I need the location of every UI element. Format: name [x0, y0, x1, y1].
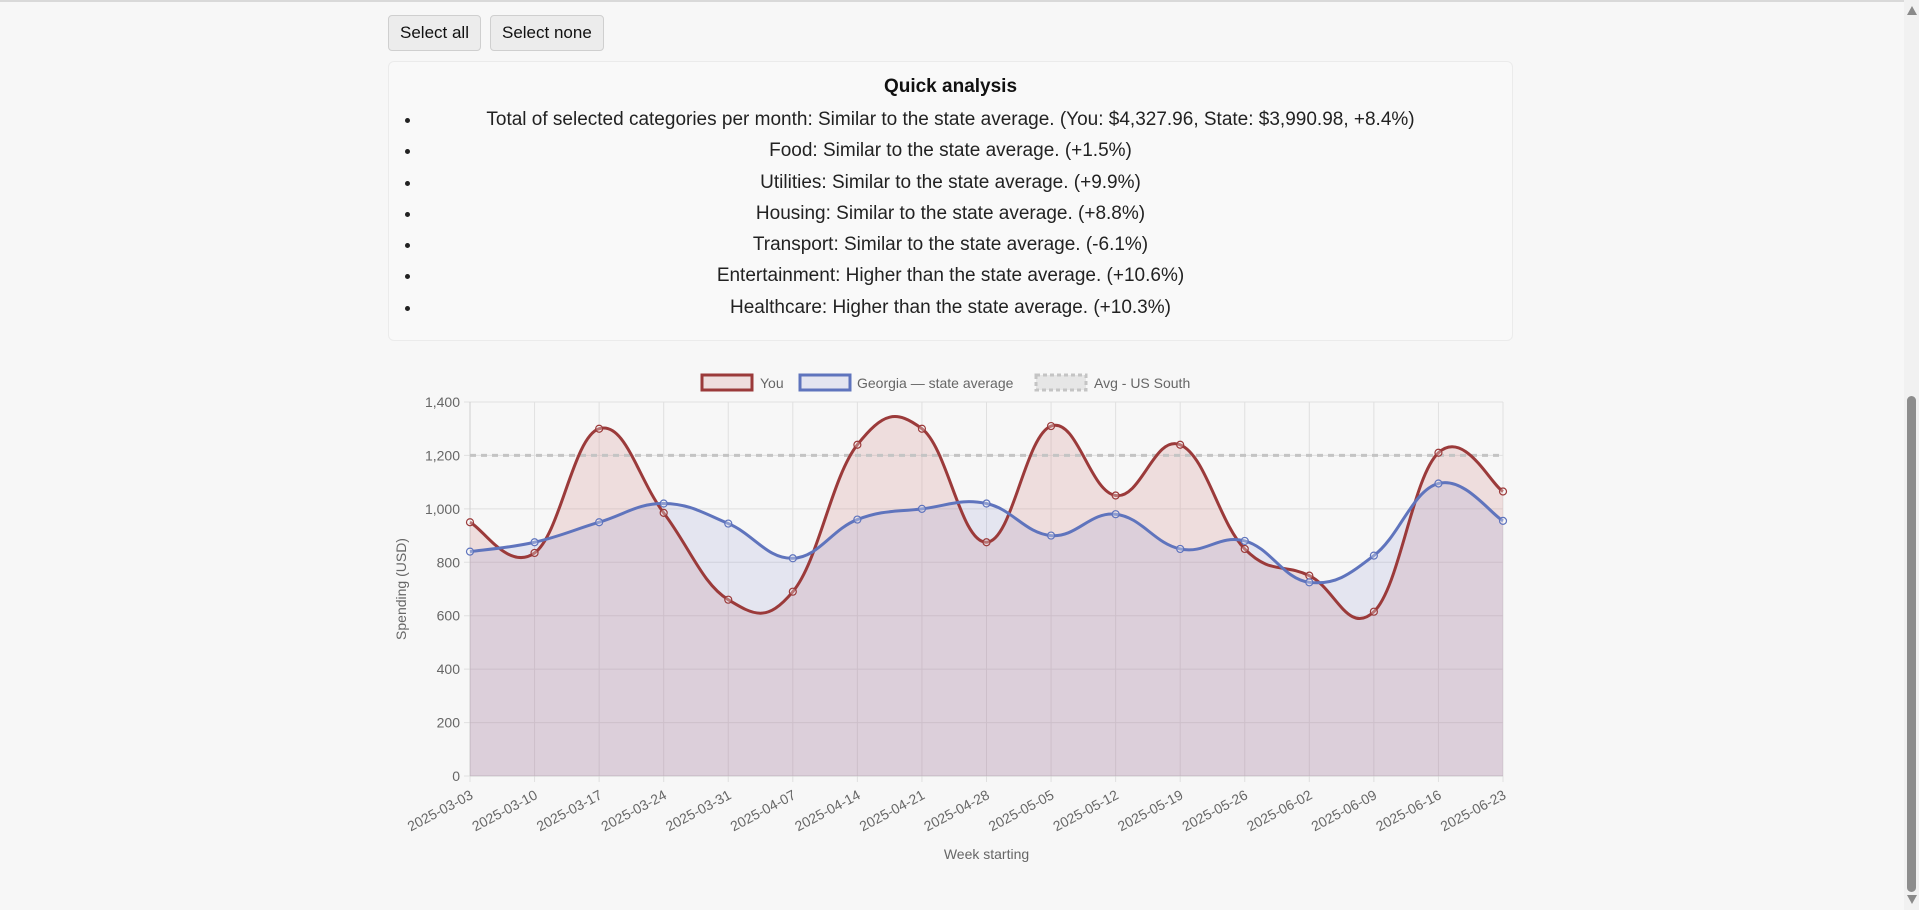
y-tick-label: 1,000 [425, 501, 460, 517]
analysis-item-healthcare: Healthcare: Higher than the state averag… [422, 292, 1512, 323]
x-tick-label: 2025-05-19 [1115, 786, 1186, 834]
x-tick-label: 2025-05-05 [986, 786, 1057, 834]
data-point [659, 499, 668, 508]
data-point [1046, 421, 1056, 431]
data-point [595, 518, 604, 527]
y-tick-label: 1,400 [425, 394, 460, 410]
series-area-1 [470, 482, 1503, 776]
y-axis-label: Spending (USD) [393, 538, 409, 640]
x-tick-label: 2025-04-14 [792, 786, 863, 834]
data-point [1046, 531, 1056, 540]
data-point [1434, 479, 1443, 488]
x-tick-label: 2025-04-21 [857, 786, 928, 834]
select-all-button[interactable]: Select all [388, 15, 481, 51]
data-point [788, 587, 797, 596]
quick-analysis-title: Quick analysis [883, 76, 1018, 97]
data-point [1434, 448, 1443, 457]
data-point [917, 424, 927, 433]
y-tick-label: 400 [437, 661, 461, 677]
scroll-down-arrow-icon[interactable] [1907, 895, 1917, 904]
x-tick-label: 2025-06-16 [1373, 786, 1444, 834]
scroll-up-arrow-icon[interactable] [1907, 6, 1917, 15]
legend-label-1: Georgia — state average [857, 375, 1014, 391]
data-point [724, 595, 733, 604]
analysis-item-housing: Housing: Similar to the state average. (… [422, 198, 1512, 229]
legend-swatch-0 [700, 373, 754, 392]
top-border [0, 0, 1904, 2]
data-point [595, 424, 604, 433]
spending-chart-svg: 02004006008001,0001,2001,4002025-03-0320… [393, 373, 1509, 862]
data-point [917, 504, 927, 513]
data-point [1176, 544, 1185, 554]
analysis-item-total: Total of selected categories per month: … [422, 104, 1512, 135]
legend-label-2: Avg - US South [1094, 375, 1190, 391]
x-tick-label: 2025-06-23 [1438, 786, 1509, 834]
data-point [465, 547, 475, 556]
series-line-0 [469, 415, 1504, 621]
data-point [982, 538, 991, 547]
data-point [1369, 607, 1378, 616]
analysis-item-food: Food: Similar to the state average. (+1.… [422, 135, 1512, 166]
x-tick-label: 2025-03-03 [405, 786, 476, 834]
data-point [1240, 536, 1249, 546]
data-point [1240, 544, 1249, 554]
analysis-list: Total of selected categories per month: … [389, 104, 1512, 323]
selection-buttons: Select all Select none [388, 15, 604, 51]
data-point [1498, 516, 1508, 525]
x-tick-label: 2025-06-02 [1244, 786, 1315, 834]
legend-swatch-1 [798, 373, 852, 392]
legend-swatch-us-south [1034, 373, 1088, 392]
x-tick-label: 2025-03-24 [598, 786, 669, 834]
data-point [1111, 510, 1120, 519]
analysis-item-entertainment: Entertainment: Higher than the state ave… [422, 260, 1512, 291]
data-point [1369, 551, 1378, 560]
legend-label-0: You [760, 375, 784, 391]
x-tick-label: 2025-03-17 [534, 786, 605, 834]
scroll-thumb[interactable] [1907, 396, 1916, 892]
x-axis-label: Week starting [944, 846, 1029, 862]
data-point [853, 515, 862, 524]
data-point [788, 554, 797, 563]
data-point [724, 519, 733, 528]
select-none-button[interactable]: Select none [489, 15, 604, 51]
x-tick-label: 2025-05-26 [1179, 786, 1250, 834]
series-area-0 [470, 416, 1503, 776]
quick-analysis-panel: Quick analysis Total of selected categor… [388, 61, 1513, 341]
y-tick-label: 600 [437, 608, 461, 624]
data-point [982, 499, 991, 508]
series-line-1 [469, 481, 1504, 585]
analysis-item-utilities: Utilities: Similar to the state average.… [422, 167, 1512, 198]
data-point [465, 518, 475, 527]
data-point [1176, 440, 1185, 449]
y-tick-label: 800 [437, 554, 461, 570]
data-point [530, 538, 539, 547]
x-tick-label: 2025-04-07 [727, 786, 798, 834]
data-point [1111, 491, 1120, 500]
data-point [1498, 487, 1508, 496]
x-tick-label: 2025-03-31 [663, 786, 734, 834]
vertical-scrollbar[interactable] [1904, 0, 1919, 910]
x-tick-label: 2025-05-12 [1050, 786, 1121, 834]
x-tick-label: 2025-04-28 [921, 786, 992, 834]
data-point [1305, 578, 1314, 587]
y-tick-label: 200 [437, 715, 461, 731]
x-tick-label: 2025-06-09 [1309, 786, 1380, 834]
data-point [1305, 571, 1314, 580]
data-point [659, 508, 668, 517]
y-tick-label: 0 [452, 768, 460, 784]
data-point [853, 440, 862, 449]
x-tick-label: 2025-03-10 [469, 786, 540, 834]
data-point [530, 548, 539, 558]
y-tick-label: 1,200 [425, 447, 460, 463]
spending-chart: 0 200 400 600 800 1,000 1,200 1,400 2025-03-03 20… [388, 360, 1513, 870]
analysis-item-transport: Transport: Similar to the state average.… [422, 229, 1512, 260]
